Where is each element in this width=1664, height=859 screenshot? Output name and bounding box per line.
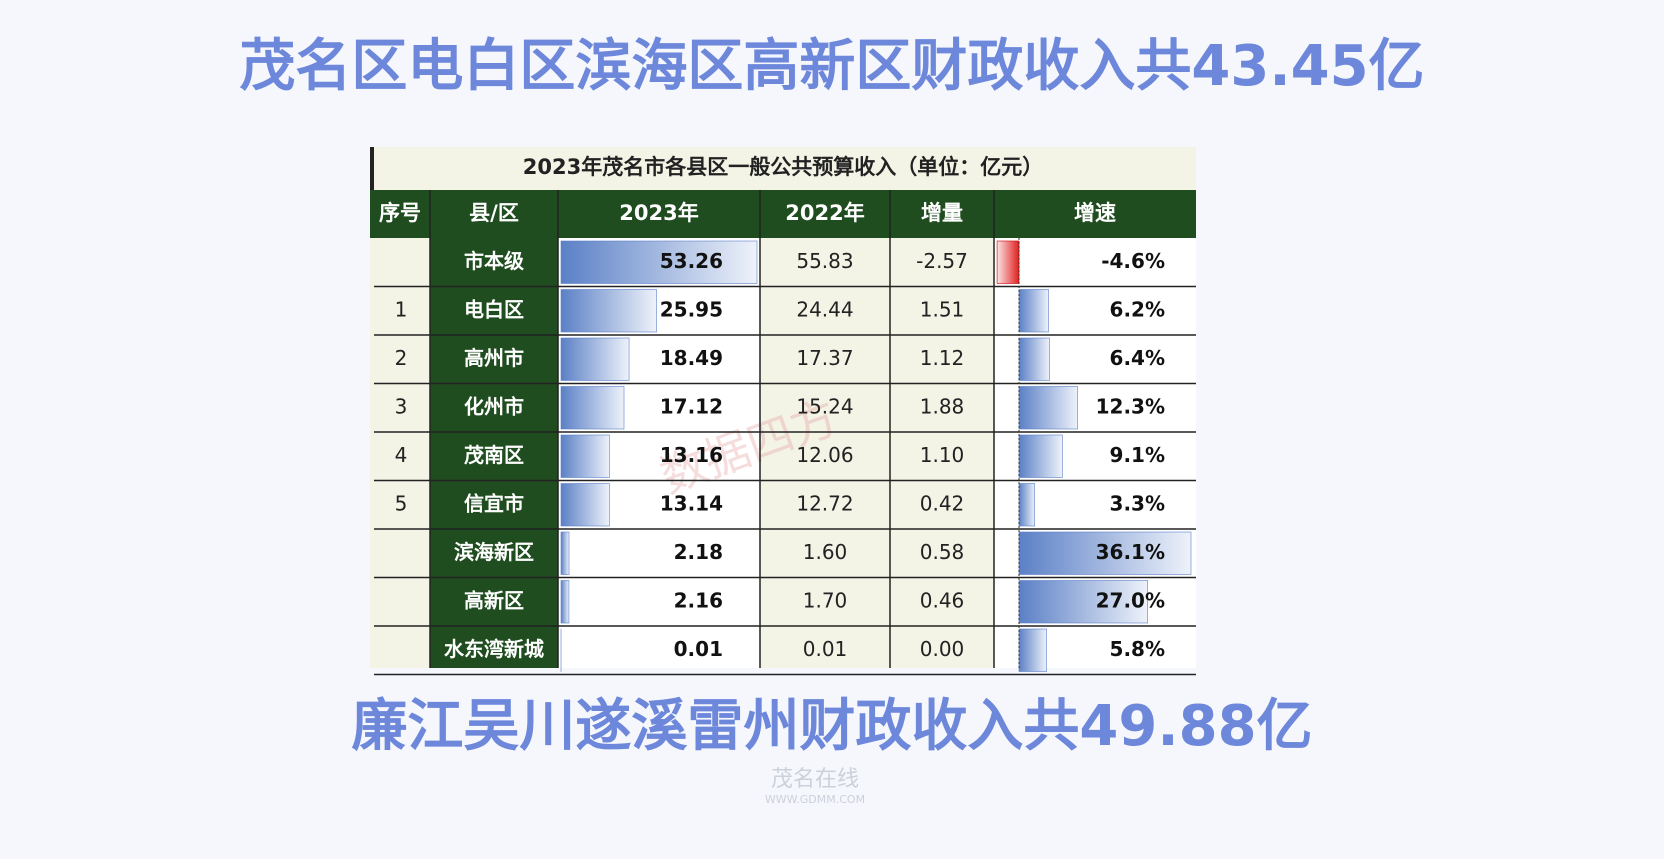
name-cell: 市本级: [464, 249, 524, 273]
data-bar: [560, 580, 570, 624]
growth-cell: 3.3%: [1110, 491, 1165, 515]
data-bar: [560, 434, 610, 478]
growth-bar: [1018, 531, 1192, 575]
growth-bar: [1018, 580, 1148, 624]
column-header: 县/区: [469, 201, 519, 225]
value-2023: 0.01: [674, 637, 723, 661]
column-header: 增量: [921, 201, 963, 225]
growth-cell: 6.2%: [1110, 297, 1165, 321]
growth-cell: 27.0%: [1096, 588, 1165, 612]
growth-cell: 6.4%: [1110, 346, 1165, 370]
name-col-bg: [430, 238, 558, 668]
index-cell: 1: [395, 297, 408, 321]
index-cell: 5: [395, 491, 408, 515]
value-2023: 13.16: [660, 443, 723, 467]
data-bar: [560, 240, 758, 284]
name-cell: 高新区: [464, 588, 524, 612]
delta-cell: 0.46: [920, 588, 965, 612]
delta-cell: 0.58: [920, 540, 965, 564]
growth-bar: [1018, 337, 1050, 381]
name-cell: 滨海新区: [454, 540, 534, 564]
value-2023: 13.14: [660, 491, 723, 515]
value-2022: 1.70: [803, 588, 848, 612]
value-2022: 12.06: [796, 443, 853, 467]
index-col-bg: [370, 238, 430, 668]
value-2022: 15.24: [796, 394, 853, 418]
page-title: 茂名区电白区滨海区高新区财政收入共43.45亿: [239, 34, 1424, 99]
value-2022: 12.72: [796, 491, 853, 515]
delta-cell: 1.10: [920, 443, 965, 467]
value-2023: 53.26: [660, 249, 723, 273]
prev-col-bg: [760, 238, 994, 668]
name-cell: 信宜市: [464, 491, 524, 515]
data-bar: [560, 483, 610, 527]
delta-cell: -2.57: [916, 249, 968, 273]
delta-cell: 1.88: [920, 394, 965, 418]
name-cell: 电白区: [464, 297, 524, 321]
table-title: 2023年茂名市各县区一般公共预算收入（单位：亿元）: [523, 155, 1043, 179]
name-cell: 茂南区: [464, 443, 524, 467]
column-header: 增速: [1074, 201, 1116, 225]
value-2022: 17.37: [796, 346, 853, 370]
logo: 茂名在线: [771, 767, 859, 792]
value-2022: 0.01: [803, 637, 848, 661]
column-header: 2022年: [785, 201, 864, 225]
value-2022: 55.83: [796, 249, 853, 273]
column-header: 序号: [379, 201, 421, 225]
value-2022: 24.44: [796, 297, 853, 321]
growth-bar: [1018, 386, 1078, 430]
data-bar: [560, 386, 625, 430]
growth-cell: 5.8%: [1110, 637, 1165, 661]
growth-bar: [1018, 289, 1049, 333]
value-2023: 17.12: [660, 394, 723, 418]
growth-bar: [1018, 628, 1047, 672]
name-cell: 高州市: [464, 346, 524, 370]
name-cell: 水东湾新城: [444, 637, 544, 661]
value-2023: 2.16: [674, 588, 723, 612]
data-bar: [560, 289, 657, 333]
delta-cell: 0.00: [920, 637, 965, 661]
delta-cell: 1.51: [920, 297, 965, 321]
index-cell: 2: [395, 346, 408, 370]
value-2022: 1.60: [803, 540, 848, 564]
growth-bar: [1018, 434, 1063, 478]
growth-cell: 9.1%: [1110, 443, 1165, 467]
footer-title: 廉江吴川遂溪雷州财政收入共49.88亿: [351, 694, 1312, 759]
growth-bar: [1018, 483, 1036, 527]
data-bar: [560, 531, 570, 575]
growth-cell: 12.3%: [1096, 394, 1165, 418]
logo-site: WWW.GDMM.COM: [765, 793, 865, 806]
growth-cell: -4.6%: [1101, 249, 1165, 273]
delta-cell: 0.42: [920, 491, 965, 515]
header-row: [370, 190, 1196, 238]
growth-bar: [996, 240, 1020, 284]
value-2023: 25.95: [660, 297, 723, 321]
growth-cell: 36.1%: [1096, 540, 1165, 564]
value-2023: 18.49: [660, 346, 723, 370]
delta-cell: 1.12: [920, 346, 965, 370]
column-header: 2023年: [619, 201, 698, 225]
name-cell: 化州市: [464, 394, 524, 418]
data-bar: [560, 337, 630, 381]
index-cell: 3: [395, 394, 408, 418]
index-cell: 4: [395, 443, 408, 467]
table-title-bg: [370, 147, 1196, 190]
value-2023: 2.18: [674, 540, 723, 564]
